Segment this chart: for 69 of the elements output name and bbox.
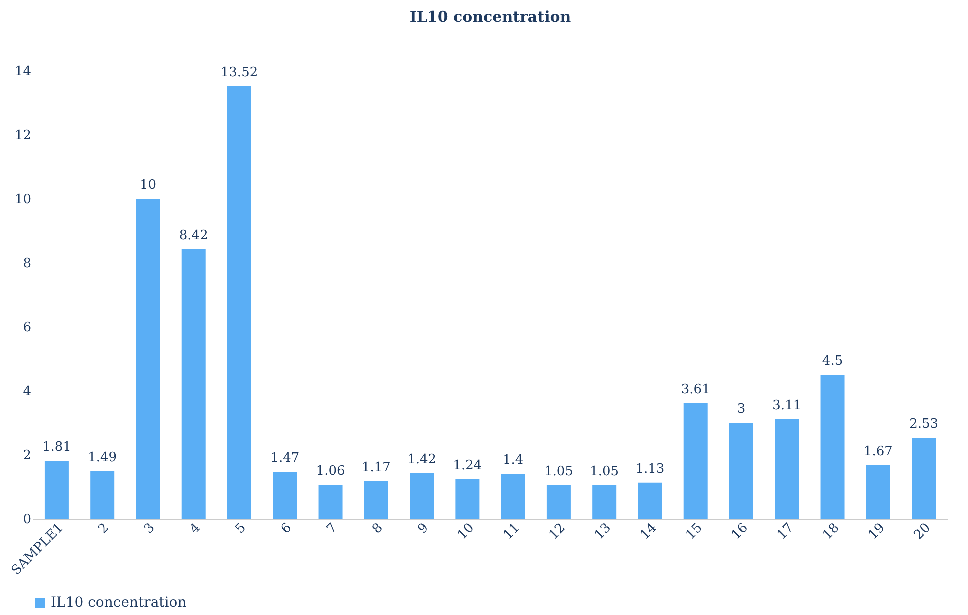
data-label: 8.42 [179, 228, 208, 244]
data-label: 13.52 [220, 65, 258, 80]
chart-title: IL10 concentration [410, 8, 572, 26]
bar [775, 419, 800, 519]
data-label: 1.81 [42, 440, 72, 456]
bar [136, 199, 160, 519]
data-label: 1.05 [544, 464, 574, 480]
bar [866, 466, 890, 519]
bar [44, 461, 69, 519]
bar [90, 471, 115, 519]
y-tick-label: 6 [23, 320, 32, 336]
data-label: 2.53 [910, 417, 939, 432]
x-tick-label: 7 [324, 520, 341, 538]
bar [912, 438, 936, 519]
y-tick-label: 12 [14, 128, 32, 144]
y-tick-label: 0 [23, 512, 32, 528]
data-label: 1.24 [453, 458, 482, 474]
data-label: 3 [737, 402, 746, 417]
data-label: 1.49 [88, 450, 118, 466]
bar [410, 474, 434, 519]
data-label: 1.13 [636, 462, 665, 477]
bar [546, 485, 571, 519]
data-label: 3.11 [772, 398, 802, 414]
x-tick-label: 3 [142, 520, 158, 538]
data-label: 4.5 [822, 354, 844, 369]
x-tick-label: 17 [774, 520, 798, 544]
x-tick-label: 12 [546, 520, 569, 544]
x-tick-label: 18 [820, 520, 843, 544]
bar [501, 474, 526, 519]
bar [456, 479, 480, 519]
bar [318, 485, 343, 519]
x-tick-label: 20 [912, 520, 934, 544]
bar [730, 423, 754, 519]
bar [273, 472, 298, 519]
x-tick-label: 11 [500, 520, 524, 544]
data-label: 1.17 [362, 460, 391, 476]
y-tick-label: 2 [23, 448, 32, 464]
y-tick-label: 14 [14, 64, 32, 80]
bar [592, 485, 617, 519]
data-label: 1.47 [270, 450, 300, 466]
x-tick-label: 8 [370, 520, 386, 538]
data-label: 1.05 [590, 464, 620, 480]
x-tick-label: 13 [592, 520, 614, 544]
x-tick-label: 4 [187, 520, 204, 538]
data-label: 1.4 [502, 453, 524, 468]
bar [182, 250, 206, 519]
x-tick-label: 15 [683, 520, 706, 544]
x-tick-label: 9 [415, 520, 432, 538]
bar [228, 86, 252, 519]
legend-label: IL10 concentration [51, 595, 187, 611]
data-label: 1.67 [864, 444, 893, 460]
x-tick-label: 2 [96, 520, 112, 538]
data-label: 1.06 [316, 464, 346, 480]
bar [638, 482, 662, 519]
data-label: 10 [140, 178, 157, 193]
x-tick-label: 6 [278, 520, 296, 538]
x-tick-label: 5 [232, 520, 250, 538]
x-tick-label: 14 [638, 520, 660, 544]
x-tick-label: 16 [729, 520, 752, 544]
x-tick-label: 19 [866, 520, 888, 544]
data-label: 3.61 [681, 382, 710, 398]
bar [684, 403, 708, 519]
data-label: 1.42 [408, 452, 437, 468]
y-tick-label: 8 [23, 256, 32, 272]
bar [364, 482, 388, 519]
y-tick-label: 10 [14, 192, 32, 208]
x-tick-label: 10 [455, 520, 478, 544]
bar [820, 375, 845, 519]
y-tick-label: 4 [23, 384, 32, 400]
